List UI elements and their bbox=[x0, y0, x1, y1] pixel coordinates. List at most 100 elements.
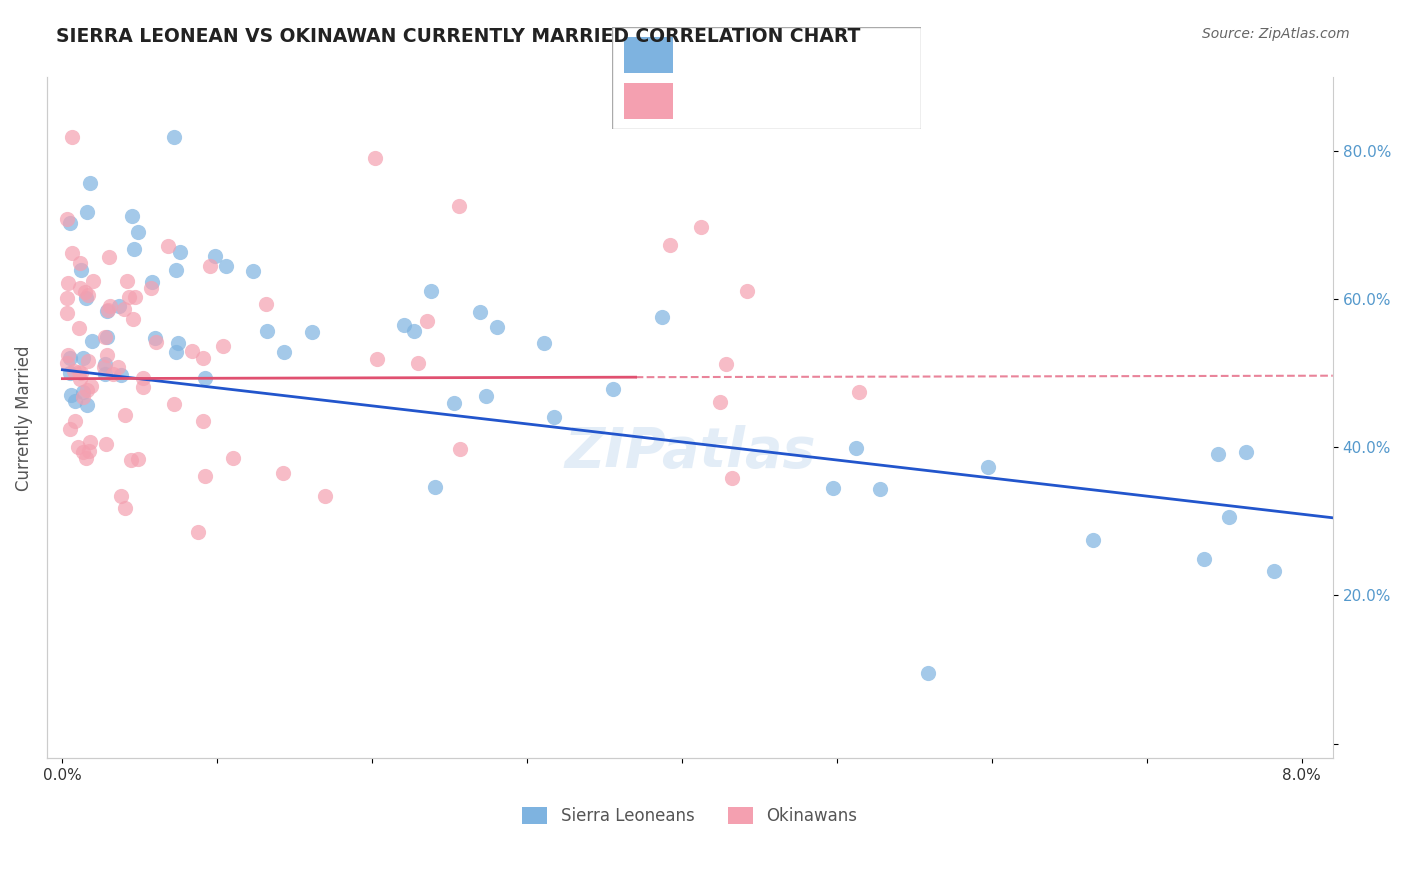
Point bbox=[59, 217, 82, 231]
Point bbox=[114, 408, 136, 422]
Point bbox=[162, 129, 184, 144]
Point bbox=[69, 281, 91, 295]
Point bbox=[77, 444, 100, 458]
Point bbox=[869, 483, 891, 497]
Point bbox=[73, 285, 96, 299]
Point bbox=[273, 466, 295, 480]
Point bbox=[204, 249, 226, 263]
Point bbox=[76, 383, 98, 397]
Point bbox=[917, 666, 939, 681]
Point bbox=[98, 250, 121, 264]
Point bbox=[193, 414, 215, 428]
Text: ZIPatlas: ZIPatlas bbox=[564, 425, 815, 479]
Text: N =: N = bbox=[823, 93, 856, 108]
Point bbox=[131, 371, 153, 385]
Point bbox=[69, 371, 91, 385]
Point bbox=[59, 388, 82, 402]
Point bbox=[132, 379, 155, 393]
Point bbox=[121, 311, 143, 326]
Point bbox=[242, 263, 264, 277]
Point bbox=[67, 365, 90, 379]
Point bbox=[194, 468, 217, 483]
Point bbox=[406, 356, 429, 370]
Point bbox=[533, 336, 555, 351]
Point bbox=[543, 409, 565, 424]
Point bbox=[114, 501, 136, 516]
Point bbox=[156, 239, 179, 253]
Point bbox=[187, 525, 209, 540]
Point bbox=[59, 367, 82, 381]
Text: R =: R = bbox=[686, 48, 718, 63]
Point bbox=[273, 344, 295, 359]
Point bbox=[108, 299, 131, 313]
Point bbox=[60, 245, 83, 260]
Point bbox=[124, 242, 146, 256]
Point bbox=[77, 288, 100, 302]
Point bbox=[63, 394, 86, 409]
Point bbox=[96, 304, 118, 318]
Point bbox=[80, 334, 103, 348]
Point bbox=[101, 368, 124, 382]
Point bbox=[145, 335, 167, 350]
Point bbox=[72, 390, 94, 404]
Point bbox=[80, 379, 103, 393]
Point bbox=[58, 348, 80, 362]
Point bbox=[94, 330, 117, 344]
Point bbox=[366, 352, 388, 367]
Point bbox=[97, 302, 120, 317]
Point bbox=[82, 274, 104, 288]
Text: N =: N = bbox=[823, 48, 856, 63]
Point bbox=[121, 209, 143, 223]
Point bbox=[254, 297, 277, 311]
Point bbox=[709, 394, 731, 409]
Point bbox=[449, 198, 471, 212]
Point bbox=[118, 290, 141, 304]
Point bbox=[77, 353, 100, 368]
Point bbox=[56, 305, 79, 319]
Text: Source: ZipAtlas.com: Source: ZipAtlas.com bbox=[1202, 27, 1350, 41]
Point bbox=[194, 370, 217, 384]
Point bbox=[1192, 551, 1215, 566]
Point bbox=[256, 324, 278, 338]
Point bbox=[69, 256, 91, 270]
Text: SIERRA LEONEAN VS OKINAWAN CURRENTLY MARRIED CORRELATION CHART: SIERRA LEONEAN VS OKINAWAN CURRENTLY MAR… bbox=[56, 27, 860, 45]
Point bbox=[79, 177, 101, 191]
Point bbox=[107, 359, 129, 374]
Point bbox=[425, 480, 447, 494]
Point bbox=[848, 385, 870, 400]
Point bbox=[76, 398, 98, 412]
Point bbox=[651, 310, 673, 325]
Point bbox=[845, 441, 868, 455]
Point bbox=[60, 129, 83, 144]
Point bbox=[121, 453, 143, 467]
Point bbox=[56, 356, 79, 370]
Point bbox=[110, 490, 132, 504]
Point bbox=[56, 291, 79, 305]
Text: 59: 59 bbox=[872, 48, 893, 63]
Point bbox=[443, 396, 465, 410]
Point bbox=[59, 422, 82, 436]
Point bbox=[63, 364, 86, 378]
Point bbox=[1081, 533, 1104, 548]
Point bbox=[94, 367, 117, 381]
Point bbox=[96, 347, 118, 361]
Point bbox=[404, 324, 426, 338]
Point bbox=[474, 389, 496, 403]
Point bbox=[163, 397, 186, 411]
Point bbox=[1234, 445, 1257, 459]
Point bbox=[96, 330, 118, 344]
Text: 0.011: 0.011 bbox=[735, 93, 783, 108]
Point bbox=[70, 367, 93, 381]
Point bbox=[485, 319, 508, 334]
Point bbox=[200, 259, 222, 273]
Text: -0.457: -0.457 bbox=[735, 48, 790, 63]
Point bbox=[602, 382, 624, 396]
Point bbox=[127, 226, 149, 240]
Point bbox=[67, 320, 90, 334]
Point bbox=[714, 357, 737, 371]
Point bbox=[690, 219, 713, 234]
Point bbox=[222, 451, 245, 466]
FancyBboxPatch shape bbox=[624, 37, 673, 73]
Point bbox=[112, 301, 135, 316]
Point bbox=[76, 205, 98, 219]
